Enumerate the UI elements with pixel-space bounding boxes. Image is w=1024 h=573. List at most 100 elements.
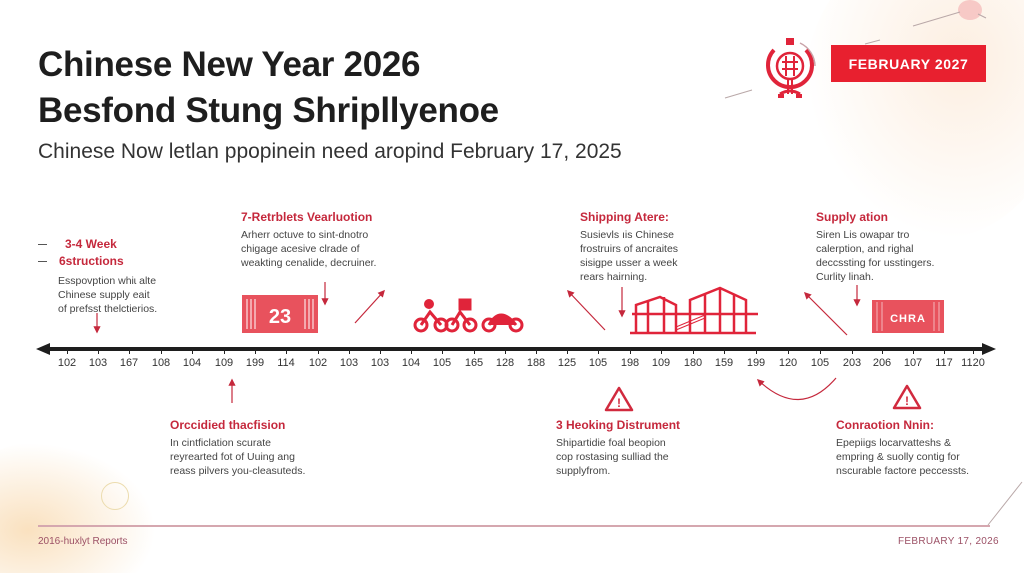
tick-label: 1120 — [961, 357, 985, 369]
chinese-seal-emblem-icon — [766, 38, 816, 98]
factory-warehouse-icon — [630, 286, 758, 335]
tick-label: 188 — [526, 357, 546, 369]
event-body-line: calerption, and righal — [816, 243, 914, 255]
tick-mark — [756, 349, 757, 354]
shipping-container-icon: CHRA — [872, 300, 944, 333]
title-line-1: Chinese New Year 2026 — [38, 45, 421, 84]
tick-mark — [567, 349, 568, 354]
tick-label: 165 — [464, 357, 484, 369]
event-heading: 7-Retrblets Vearluotion — [241, 210, 373, 224]
tick-label: 125 — [557, 357, 577, 369]
event-heading: Conraotion Nnin: — [836, 418, 934, 432]
tick-label: 102 — [308, 357, 328, 369]
warning-triangle-icon: ! — [604, 386, 634, 412]
event-body-line: chigage acesive clrade of — [241, 243, 360, 255]
tick-label: 159 — [714, 357, 734, 369]
event-body-line: Curlity linah. — [816, 271, 874, 283]
event-body-line: empring & suolly contig for — [836, 451, 960, 463]
event-body-line: Chinese supply eait — [58, 289, 150, 301]
tick-mark — [505, 349, 506, 354]
tick-label: 199 — [746, 357, 766, 369]
event-body-line: Arherr octuve to sint-dnotro — [241, 229, 369, 241]
svg-text:!: ! — [905, 394, 909, 408]
tick-mark — [161, 349, 162, 354]
tick-label: 104 — [401, 357, 421, 369]
tick-mark — [255, 349, 256, 354]
tick-label: 102 — [57, 357, 77, 369]
tick-label: 104 — [182, 357, 202, 369]
tick-mark — [380, 349, 381, 354]
tick-mark — [98, 349, 99, 354]
event-retrblets-vearluotion: 7-Retrblets Vearluotion Arherr octuve to… — [241, 210, 421, 270]
timeline-axis — [36, 343, 996, 355]
event-body-line: Esspovption whiɩ alte — [58, 275, 157, 287]
event-body-line: In cintficlation scurate — [170, 437, 271, 449]
tick-label: 120 — [778, 357, 798, 369]
event-body-line: reass pilvers you-cleasuteds. — [170, 465, 306, 477]
tick-label: 108 — [151, 357, 171, 369]
tick-label: 128 — [495, 357, 515, 369]
tick-label: 103 — [88, 357, 108, 369]
tick-mark — [661, 349, 662, 354]
event-body-line: Epepiigs locarvatteshs & — [836, 437, 951, 449]
tick-mark — [67, 349, 68, 354]
svg-text:CHRA: CHRA — [890, 313, 926, 325]
tick-mark — [973, 349, 974, 354]
tick-mark — [442, 349, 443, 354]
tick-label: 109 — [214, 357, 234, 369]
event-heading: Supply ation — [816, 210, 888, 224]
container-23-icon: 23 — [242, 295, 318, 333]
tick-label: 117 — [935, 357, 953, 369]
event-heading: 6structions — [59, 254, 124, 268]
timeline-ticks: 102 103 167 108 104 109 199 114 102 103 … — [0, 0, 1024, 369]
tick-mark — [286, 349, 287, 354]
event-body-line: reyrearted fot of Uuing ang — [170, 451, 295, 463]
tick-mark — [349, 349, 350, 354]
event-heading: Shipping Atere: — [580, 210, 669, 224]
event-body-line: cop rostasing sulliad the — [556, 451, 669, 463]
tick-label: 167 — [119, 357, 139, 369]
event-body-line: of prefsst thelctierios. — [58, 303, 158, 315]
footer-date: FEBRUARY 17, 2026 — [898, 536, 999, 547]
decorative-lines — [724, 11, 1023, 526]
tick-mark — [882, 349, 883, 354]
event-shipping-atere: Shipping Atere: Susievls ıis Chinese fro… — [580, 210, 730, 284]
event-body-line: Siren Lis owapar tro — [816, 229, 910, 241]
event-body-line: weakting cenalide, decruiner. — [241, 257, 377, 269]
tick-label: 198 — [620, 357, 640, 369]
tick-label: 103 — [370, 357, 390, 369]
event-body-line: Shipartidie foal beopion — [556, 437, 666, 449]
event-supply-ation: Supply ation Siren Lis owapar tro calerp… — [816, 210, 986, 284]
tick-label: 105 — [588, 357, 608, 369]
tick-mark — [224, 349, 225, 354]
svg-text:!: ! — [617, 396, 621, 410]
tick-label: 105 — [810, 357, 830, 369]
tick-mark — [129, 349, 130, 354]
footer-divider — [38, 525, 990, 527]
tick-mark — [474, 349, 475, 354]
tick-mark — [693, 349, 694, 354]
event-heoking-distrument: 3 Heoking Distrument Shipartidie foal be… — [556, 418, 726, 478]
date-badge: FEBRUARY 2027 — [831, 45, 986, 82]
event-conraotion-nnin: Conraotion Nnin: Epepiigs locarvatteshs … — [836, 418, 1011, 478]
event-heading: 3 Heoking Distrument — [556, 418, 681, 432]
tick-label: 203 — [842, 357, 862, 369]
tick-mark — [318, 349, 319, 354]
tick-mark — [192, 349, 193, 354]
tick-label: 103 — [339, 357, 359, 369]
event-body-line: Susievls ıis Chinese — [580, 229, 674, 241]
delivery-bikes-icon — [413, 298, 524, 333]
tick-mark — [598, 349, 599, 354]
warning-triangle-icon: ! — [892, 384, 922, 410]
event-body-line: deccssting for usstingers. — [816, 257, 935, 269]
footer-source: 2016-huxlyt Reports — [38, 536, 128, 547]
tick-mark — [852, 349, 853, 354]
tick-label: 180 — [683, 357, 703, 369]
tick-mark — [944, 349, 945, 354]
page-title: Chinese New Year 2026 Besfond Stung Shri… — [38, 42, 499, 134]
tick-label: 114 — [277, 357, 295, 369]
tick-mark — [820, 349, 821, 354]
tick-mark — [913, 349, 914, 354]
event-body-line: sisigpe usser a week — [580, 257, 678, 269]
